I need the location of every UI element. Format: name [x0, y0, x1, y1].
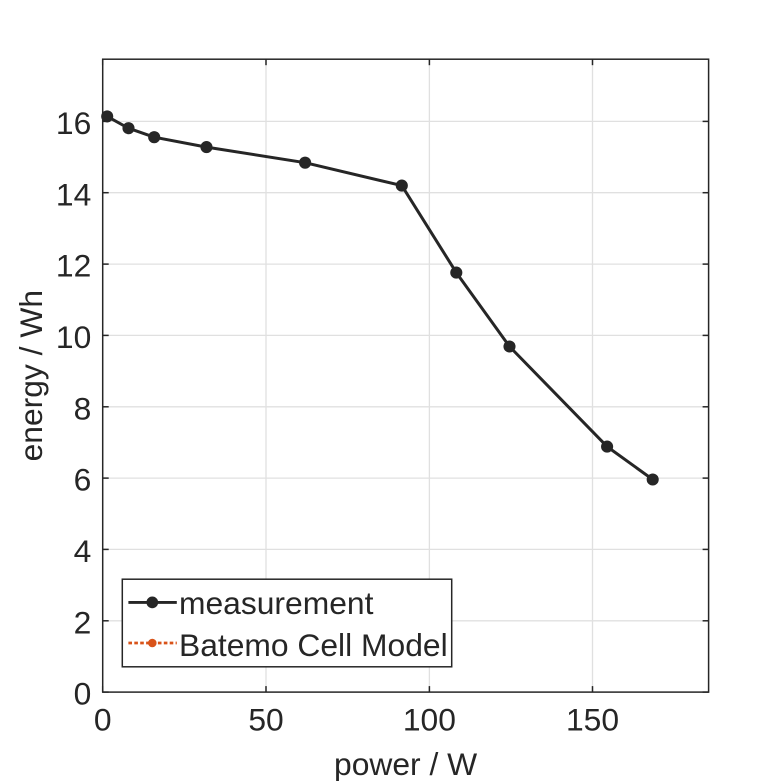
svg-text:measurement: measurement [179, 585, 374, 621]
svg-text:power / W: power / W [334, 746, 477, 781]
svg-text:energy / Wh: energy / Wh [13, 290, 49, 461]
svg-text:14: 14 [56, 176, 91, 212]
svg-text:0: 0 [74, 676, 92, 712]
svg-text:4: 4 [74, 533, 92, 569]
svg-text:12: 12 [56, 248, 91, 284]
svg-text:50: 50 [248, 702, 283, 738]
svg-text:Batemo Cell Model: Batemo Cell Model [179, 627, 448, 663]
svg-text:100: 100 [403, 702, 456, 738]
svg-text:0: 0 [94, 702, 112, 738]
svg-text:6: 6 [74, 462, 92, 498]
svg-text:150: 150 [566, 702, 619, 738]
svg-text:2: 2 [74, 604, 92, 640]
svg-text:10: 10 [56, 319, 91, 355]
svg-text:16: 16 [56, 105, 91, 141]
svg-text:8: 8 [74, 390, 92, 426]
